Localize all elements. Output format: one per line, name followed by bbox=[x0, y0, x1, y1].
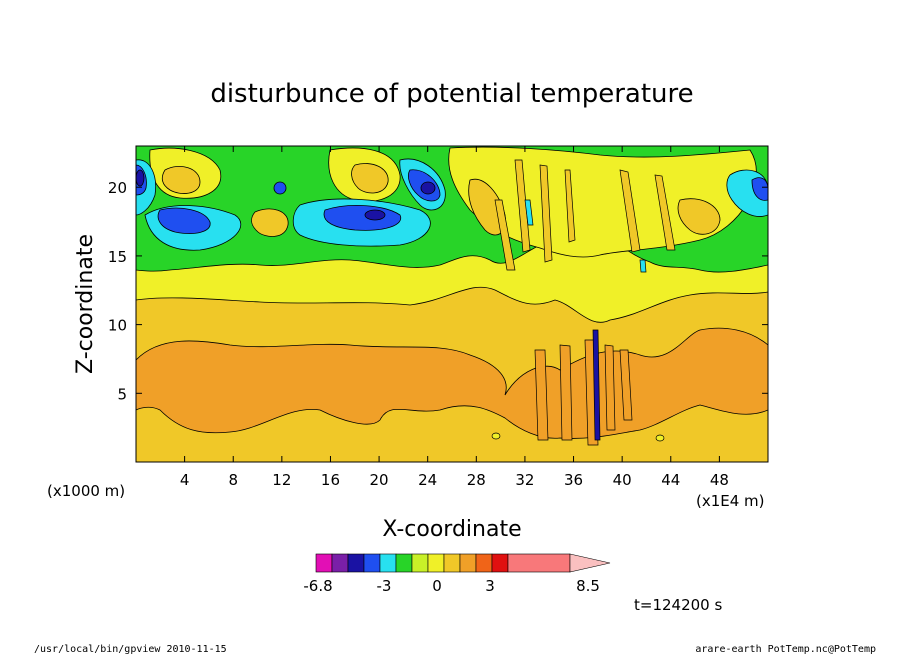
x-tick-label: 36 bbox=[564, 471, 583, 489]
colorbar-tick-label: -6.8 bbox=[303, 577, 332, 595]
footer-right: arare-earth_PotTemp.nc@PotTemp bbox=[695, 644, 876, 654]
x-tick-label: 24 bbox=[418, 471, 437, 489]
x-tick-label: 20 bbox=[370, 471, 389, 489]
x-unit-left: (x1000 m) bbox=[47, 482, 125, 500]
x-tick-label: 40 bbox=[613, 471, 632, 489]
y-axis-ticks: 5 10 15 20 bbox=[108, 179, 768, 403]
colorbar-swatch bbox=[443, 553, 461, 573]
contour-patch-blue bbox=[136, 164, 768, 234]
y-tick-label: 10 bbox=[108, 317, 127, 335]
colorbar-swatch bbox=[379, 553, 397, 573]
contour-core-darkblue bbox=[364, 209, 386, 221]
colorbar bbox=[315, 553, 611, 573]
contour-core-darkblue bbox=[136, 169, 145, 187]
contour-field bbox=[136, 146, 768, 462]
contour-spot-yellow bbox=[655, 434, 665, 442]
colorbar-swatch bbox=[427, 553, 445, 573]
time-label: t=124200 s bbox=[634, 596, 722, 614]
colorbar-swatch bbox=[347, 553, 365, 573]
x-tick-label: 32 bbox=[515, 471, 534, 489]
x-axis-ticks: 4 8 12 16 20 24 28 32 36 40 44 48 bbox=[180, 146, 729, 489]
contour-patch-orange bbox=[161, 163, 721, 237]
x-tick-label: 48 bbox=[710, 471, 729, 489]
colorbar-swatch bbox=[315, 553, 333, 573]
x-tick-label: 4 bbox=[180, 471, 190, 489]
colorbar-swatch bbox=[363, 553, 381, 573]
plot-frame bbox=[135, 145, 769, 463]
chart-title: disturbunce of potential temperature bbox=[210, 79, 693, 109]
colorbar-swatch bbox=[395, 553, 413, 573]
x-unit-right: (x1E4 m) bbox=[696, 492, 765, 510]
colorbar-swatch bbox=[491, 553, 509, 573]
colorbar-swatch bbox=[411, 553, 429, 573]
contour-patch-cyan bbox=[136, 158, 768, 251]
colorbar-swatch bbox=[331, 553, 349, 573]
colorbar-tick-labels: -6.8 -3 0 3 8.5 bbox=[303, 577, 600, 595]
y-tick-label: 20 bbox=[108, 179, 127, 197]
contour-streaks bbox=[494, 159, 676, 446]
colorbar-swatch bbox=[507, 553, 571, 573]
contour-core-blue bbox=[273, 181, 287, 195]
colorbar-arrow bbox=[569, 553, 611, 573]
x-axis-label: X-coordinate bbox=[382, 517, 521, 542]
x-tick-label: 12 bbox=[272, 471, 291, 489]
x-tick-label: 8 bbox=[228, 471, 238, 489]
contour-patch-yellow bbox=[149, 146, 757, 258]
x-tick-label: 16 bbox=[321, 471, 340, 489]
contour-spot-yellow bbox=[491, 432, 501, 440]
colorbar-tick-label: 8.5 bbox=[576, 577, 600, 595]
colorbar-tick-label: 0 bbox=[432, 577, 442, 595]
contour-core-darkblue bbox=[420, 181, 436, 195]
x-tick-label: 44 bbox=[661, 471, 680, 489]
footer-left: /usr/local/bin/gpview 2010-11-15 bbox=[34, 644, 227, 654]
x-tick-label: 28 bbox=[467, 471, 486, 489]
y-tick-label: 15 bbox=[108, 248, 127, 266]
colorbar-swatch bbox=[459, 553, 477, 573]
colorbar-tick-label: -3 bbox=[377, 577, 392, 595]
y-axis-label: Z-coordinate bbox=[73, 234, 98, 374]
colorbar-swatch bbox=[475, 553, 493, 573]
colorbar-tick-label: 3 bbox=[485, 577, 495, 595]
y-tick-label: 5 bbox=[117, 385, 127, 403]
